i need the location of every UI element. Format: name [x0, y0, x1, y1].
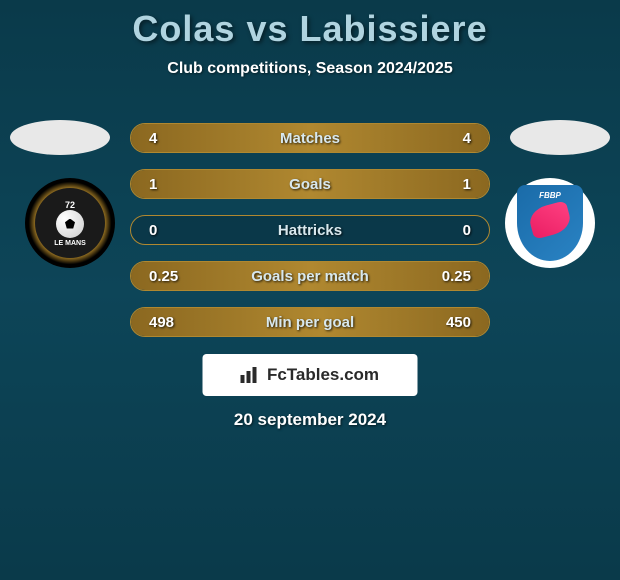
stat-label: Goals per match — [251, 268, 369, 285]
badge-right-text: FBBP — [539, 191, 561, 200]
soccer-ball-icon — [56, 210, 84, 238]
badge-right-inner: FBBP — [517, 185, 583, 261]
stat-left-value: 4 — [149, 130, 157, 147]
stat-label: Matches — [280, 130, 340, 147]
badge-swoosh-icon — [527, 200, 573, 239]
club-badge-right: FBBP — [505, 178, 595, 268]
stat-row-goals-per-match: 0.25 Goals per match 0.25 — [130, 261, 490, 291]
player-photo-right — [510, 120, 610, 155]
stat-label: Hattricks — [278, 222, 342, 239]
stat-row-goals: 1 Goals 1 — [130, 169, 490, 199]
stat-row-hattricks: 0 Hattricks 0 — [130, 215, 490, 245]
stat-left-value: 1 — [149, 176, 157, 193]
club-badge-left: 72 LE MANS — [25, 178, 115, 268]
watermark: FcTables.com — [203, 354, 418, 396]
stat-right-value: 0.25 — [442, 268, 471, 285]
page-title: Colas vs Labissiere — [0, 0, 620, 50]
stat-right-value: 0 — [463, 222, 471, 239]
stat-right-value: 1 — [463, 176, 471, 193]
stat-left-value: 0.25 — [149, 268, 178, 285]
date-text: 20 september 2024 — [234, 410, 386, 430]
badge-left-text: LE MANS — [54, 240, 86, 247]
stat-right-value: 4 — [463, 130, 471, 147]
stat-label: Goals — [289, 176, 331, 193]
stat-row-matches: 4 Matches 4 — [130, 123, 490, 153]
stat-right-value: 450 — [446, 314, 471, 331]
chart-bars-icon — [241, 367, 261, 383]
player-photo-left — [10, 120, 110, 155]
stat-left-value: 0 — [149, 222, 157, 239]
stat-row-min-per-goal: 498 Min per goal 450 — [130, 307, 490, 337]
stat-fill-left — [131, 170, 310, 198]
stat-label: Min per goal — [266, 314, 354, 331]
badge-left-number: 72 — [65, 200, 75, 210]
badge-left-inner: 72 LE MANS — [35, 188, 105, 258]
page-subtitle: Club competitions, Season 2024/2025 — [0, 60, 620, 78]
watermark-text: FcTables.com — [267, 365, 379, 385]
stat-left-value: 498 — [149, 314, 174, 331]
stats-container: 4 Matches 4 1 Goals 1 0 Hattricks 0 0.25… — [130, 123, 490, 353]
